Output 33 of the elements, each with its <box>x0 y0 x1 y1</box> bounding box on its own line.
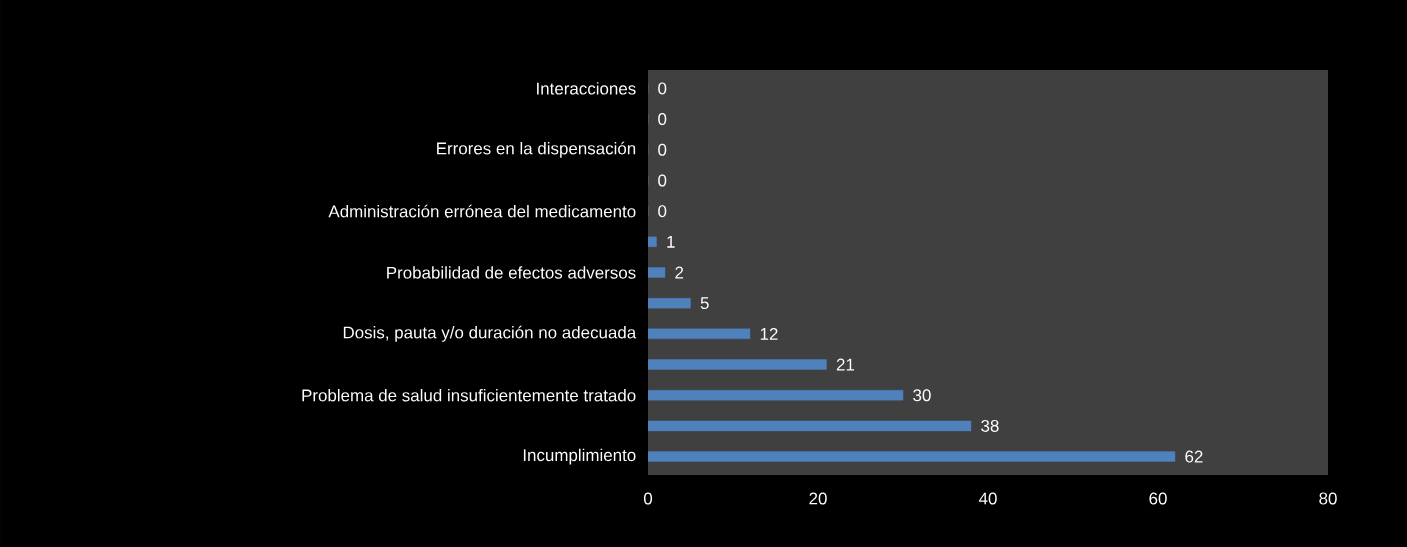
data-label: 0 <box>658 143 667 156</box>
y-tick-label: Interacciones <box>537 82 636 95</box>
data-label: 38 <box>981 419 999 432</box>
bar <box>648 420 972 432</box>
data-label: 30 <box>913 389 931 402</box>
x-tick-label: 0 <box>643 492 653 505</box>
bar <box>648 328 751 340</box>
x-tick-label: 80 <box>1319 492 1337 505</box>
y-tick-label: Problema de salud insuficientemente tratado <box>302 389 636 402</box>
data-label: 0 <box>658 82 667 95</box>
bar <box>648 267 666 278</box>
data-label: 1 <box>667 235 675 248</box>
y-tick-label: Probabilidad de efectos adversos <box>387 266 636 279</box>
data-label: 21 <box>836 358 855 371</box>
data-label: 2 <box>675 266 684 279</box>
y-tick-label: Incumplimiento <box>523 448 636 465</box>
bar <box>648 297 691 309</box>
data-label: 12 <box>760 327 778 340</box>
data-label: 0 <box>658 113 667 126</box>
y-tick-label: Administración errónea del medicamento <box>328 204 636 218</box>
bar <box>648 390 904 401</box>
bar <box>648 359 827 370</box>
bar <box>648 236 657 248</box>
y-tick-label: Errores en la dispensación <box>437 141 636 158</box>
data-label: 0 <box>658 205 667 218</box>
x-tick-label: 40 <box>978 492 997 505</box>
y-tick-label: Dosis, pauta y/o duración no adecuada <box>343 325 637 342</box>
data-label: 0 <box>658 174 667 187</box>
data-label: 5 <box>700 297 709 310</box>
x-tick-label: 20 <box>809 492 827 505</box>
data-label: 62 <box>1185 450 1203 463</box>
bar <box>648 451 1176 462</box>
x-tick-label: 60 <box>1149 492 1167 505</box>
